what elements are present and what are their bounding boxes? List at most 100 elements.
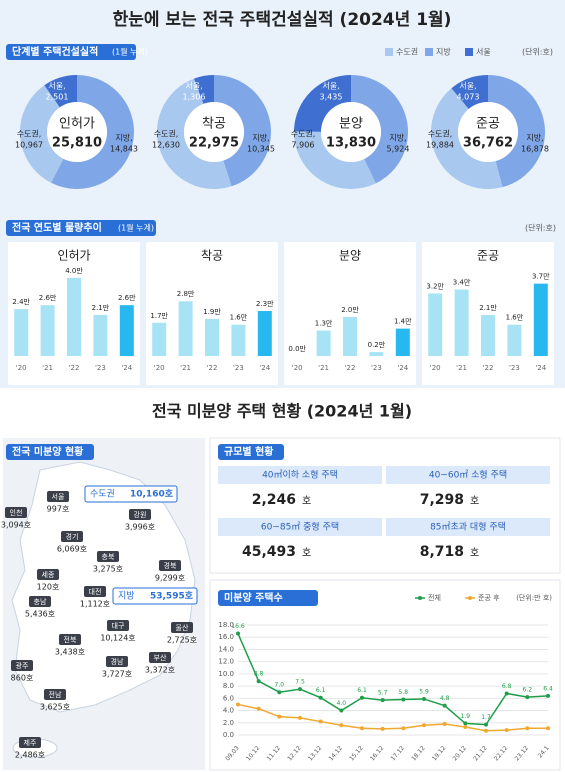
donut-label: 수도권, [154,129,179,139]
donut-total: 36,762 [463,136,513,151]
legend-swatch [385,48,393,56]
map-summary-name: 지방 [118,591,135,602]
map-summary-count: 53,595호 [150,591,194,602]
y-tick-label: 0.0 [223,731,234,739]
donut-hole [458,102,518,162]
bar-value-label: 1.7만 [150,311,168,320]
region-name: 서울 [52,492,65,501]
table-cell-unit: 호 [302,495,311,507]
line-point [525,695,530,700]
table-cell-label: 40㎡이하 소형 주택 [262,470,338,481]
section-pill [6,220,156,236]
bar-value-label: 2.4만 [12,297,30,306]
bar [316,330,331,356]
bar-value-label: 3.2만 [426,281,444,290]
y-tick-label: 8.0 [223,682,234,690]
donut-total: 13,830 [326,136,376,151]
point-label: 8.8 [254,671,264,678]
bar [14,309,29,356]
region-tag [97,551,119,562]
bar [428,293,443,356]
region-tag [84,586,106,597]
donut-slice [294,75,351,132]
region-name: 전남 [49,690,62,699]
point-label: 4.0 [337,700,347,707]
bar [231,324,246,356]
line-point [256,679,261,684]
donut-value: 19,884 [426,141,454,150]
legend-marker [468,596,472,600]
region-count: 10,124호 [100,634,135,643]
table-panel [209,437,561,574]
line-point [277,690,282,695]
region-count: 5,436호 [25,610,55,619]
region-name: 광주 [16,662,29,670]
region-count: 3,727호 [102,670,132,679]
unit-label: (단위:만 호) [516,593,552,602]
region-count: 3,625호 [40,703,70,712]
region-name: 경북 [164,561,177,570]
x-tick-label: '24 [535,364,546,372]
region-name: 대구 [112,622,125,630]
x-tick-label: '21 [318,364,329,372]
region-tag [107,620,129,631]
donut-label: 지방, [252,133,269,143]
x-tick-label: '21 [42,364,53,372]
point-label: 1.7 [481,714,491,721]
bar-value-label: 1.3만 [315,319,333,328]
line-point [422,723,426,728]
x-tick-label: '23 [371,364,382,372]
donut-slice [44,75,77,108]
table-cell-header [218,518,382,536]
x-tick-label: '22 [483,364,494,372]
legend-swatch [425,48,433,56]
point-label: 1.9 [461,713,471,720]
table-cell-header [386,466,550,484]
donut-total: 25,810 [52,136,102,151]
table-cell-header [386,518,550,536]
donut-label: 지방, [526,133,543,143]
y-tick-label: 12.0 [218,658,234,666]
donut-title: 준공 [476,117,500,132]
region-tag [61,531,83,542]
map-summary-count: 10,160호 [130,489,174,500]
section-label: 단계별 주택건설실적 [12,45,98,58]
donut-slice [157,75,232,189]
region-tag [5,507,27,518]
x-tick-label: '21 [456,364,467,372]
line-point [504,691,509,696]
line-series [237,703,548,732]
legend-label: 전체 [428,593,441,602]
donut-value: 12,630 [152,141,180,150]
region-tag [19,737,41,748]
region-name: 울산 [176,623,189,632]
x-tick-label: '20 [16,364,27,372]
region-count: 2,725호 [167,636,197,645]
region-count: 3,996호 [125,523,155,532]
donut-label: 수도권, [291,129,316,139]
donut-value: 16,878 [521,145,549,154]
region-tag [37,569,59,580]
legend-swatch [465,48,473,56]
donut-value: 10,345 [247,145,275,154]
x-tick-label: '24 [397,364,408,372]
table-cell-value: 45,493 [242,544,296,560]
region-tag [11,660,33,671]
bar [454,289,469,356]
bar-value-label: 2.3만 [256,299,274,308]
donut-value: 3,435 [320,93,343,102]
x-tick-label: '22 [69,364,80,372]
table-cell-value: 2,246 [252,492,296,508]
table-cell-label: 85㎡초과 대형 주택 [430,522,506,533]
line-series [237,633,549,726]
donut-value: 1,306 [183,93,206,102]
table-cell-unit: 호 [302,547,311,559]
line-point [318,695,323,700]
bar [152,322,167,356]
map-summary-name: 수도권 [90,488,115,500]
table-cell-value: 8,718 [420,544,464,560]
legend-label: 서울 [476,48,491,57]
bar-value-label: 2.1만 [92,303,110,312]
line-point [463,725,468,730]
bar-value-label: 1.6만 [506,313,524,322]
